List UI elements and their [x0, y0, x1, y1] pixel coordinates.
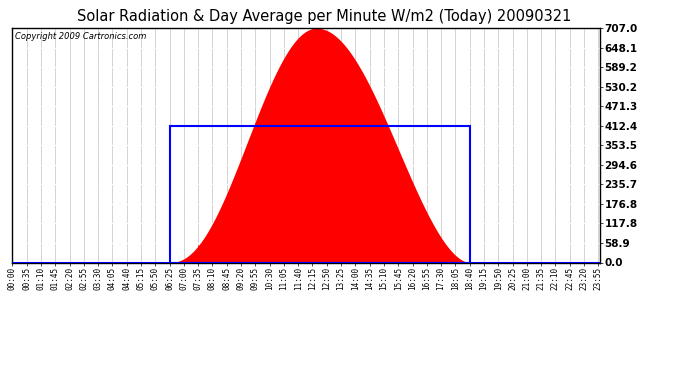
Text: Copyright 2009 Cartronics.com: Copyright 2009 Cartronics.com	[15, 32, 147, 40]
Bar	[170, 126, 470, 262]
Text: Solar Radiation & Day Average per Minute W/m2 (Today) 20090321: Solar Radiation & Day Average per Minute…	[77, 9, 571, 24]
